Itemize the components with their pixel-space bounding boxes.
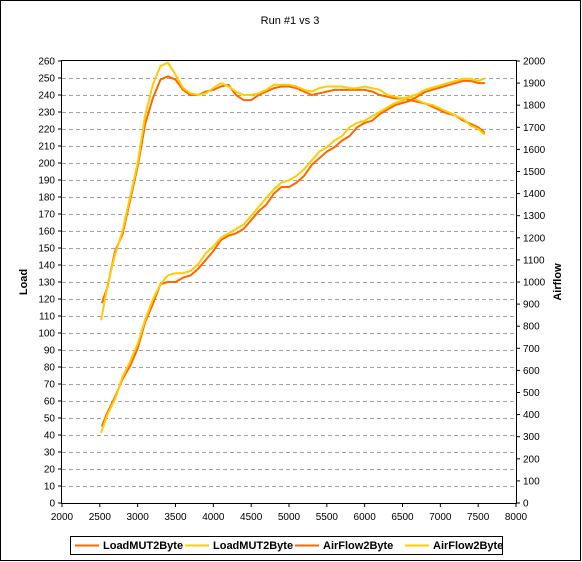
y-tick-label: 160 <box>38 227 55 238</box>
x-tick-labels: 2000 2500 3000 3500 4000 4500 5000 5500 6000 6500… <box>51 503 528 523</box>
y-tick-label: 220 <box>38 125 55 136</box>
y-tick-label: 120 <box>38 295 55 306</box>
x-tick-label: 5500 <box>316 512 339 523</box>
x-tick-label: 7500 <box>467 512 490 523</box>
y2-tick-labels: 0 100 200 300 400 500 600 700 800 900 1000 1100 1200… <box>516 57 546 510</box>
x-tick-label: 3500 <box>164 512 187 523</box>
y2-tick-label: 800 <box>523 322 540 333</box>
y-tick-label: 140 <box>38 261 55 272</box>
y2-tick-label: 1800 <box>523 101 546 112</box>
legend-label: AirFlow2Byte <box>323 540 393 552</box>
x-tick-label: 6000 <box>354 512 377 523</box>
y2-tick-label: 2000 <box>523 57 546 68</box>
y2-tick-label: 1900 <box>523 79 546 90</box>
legend: LoadMUT2Byte LoadMUT2Byte AirFlow2Byte AirF… <box>75 540 503 552</box>
x-tick-label: 6500 <box>391 512 414 523</box>
y-tick-label: 150 <box>38 244 55 255</box>
y-tick-label: 10 <box>44 482 56 493</box>
y2-tick-label: 0 <box>523 499 529 510</box>
x-tick-label: 4000 <box>202 512 225 523</box>
y-tick-label: 70 <box>44 380 56 391</box>
y2-tick-label: 1500 <box>523 167 546 178</box>
y2-tick-label: 1400 <box>523 189 546 200</box>
y2-tick-label: 200 <box>523 454 540 465</box>
y-tick-label: 30 <box>44 448 56 459</box>
series-lines <box>100 61 486 434</box>
y-tick-label: 100 <box>38 329 55 340</box>
y-tick-label: 110 <box>39 312 55 323</box>
x-tick-label: 3000 <box>127 512 150 523</box>
y2-axis-title: Airflow <box>552 263 564 301</box>
y2-tick-label: 1300 <box>523 211 546 222</box>
y-tick-label: 20 <box>44 465 56 476</box>
y2-tick-label: 1100 <box>523 255 545 266</box>
legend-label: LoadMUT2Byte <box>213 540 293 552</box>
y2-tick-label: 300 <box>523 432 540 443</box>
x-tick-label: 2500 <box>89 512 112 523</box>
y-tick-label: 80 <box>44 363 56 374</box>
y2-tick-label: 500 <box>523 388 540 399</box>
y2-tick-label: 1600 <box>523 145 546 156</box>
series-line-3 <box>101 79 486 427</box>
y2-tick-label: 1700 <box>523 123 546 134</box>
y2-tick-label: 1200 <box>523 233 546 244</box>
x-tick-label: 4500 <box>240 512 263 523</box>
x-tick-label: 5000 <box>278 512 301 523</box>
legend-box <box>70 536 503 555</box>
x-tick-label: 2000 <box>51 512 74 523</box>
series-line-4 <box>100 77 486 434</box>
y2-tick-label: 1000 <box>523 278 546 289</box>
y2-tick-label: 600 <box>523 366 540 377</box>
y2-tick-label: 400 <box>523 410 540 421</box>
y-tick-label: 60 <box>44 397 56 408</box>
y-tick-label: 230 <box>38 108 55 119</box>
y-tick-label: 250 <box>38 74 55 85</box>
y-tick-label: 200 <box>38 159 55 170</box>
x-tick-label: 8000 <box>505 512 528 523</box>
legend-label: AirFlow2Byte <box>433 540 503 552</box>
y-tick-label: 210 <box>38 142 55 153</box>
y2-tick-label: 100 <box>523 476 540 487</box>
chart-title: Run #1 vs 3 <box>261 15 320 27</box>
y-tick-label: 170 <box>38 210 55 221</box>
y-tick-label: 240 <box>38 91 55 102</box>
y-tick-label: 180 <box>38 193 55 204</box>
y-tick-label: 0 <box>49 499 55 510</box>
y2-tick-label: 900 <box>523 300 540 311</box>
y-tick-label: 40 <box>44 431 56 442</box>
y-tick-label: 190 <box>38 176 55 187</box>
y-tick-label: 50 <box>44 414 56 425</box>
y-tick-label: 260 <box>38 57 55 68</box>
y-tick-labels: 0 10 20 30 40 50 60 70 80 90 100 110 120 130 140 150 160… <box>38 57 62 510</box>
y-axis-title: Load <box>18 269 30 295</box>
y-tick-label: 130 <box>38 278 55 289</box>
x-tick-label: 7000 <box>429 512 452 523</box>
y-tick-label: 90 <box>44 346 56 357</box>
legend-label: LoadMUT2Byte <box>103 540 183 552</box>
series-line-2 <box>100 61 486 321</box>
y2-tick-label: 700 <box>523 344 540 355</box>
